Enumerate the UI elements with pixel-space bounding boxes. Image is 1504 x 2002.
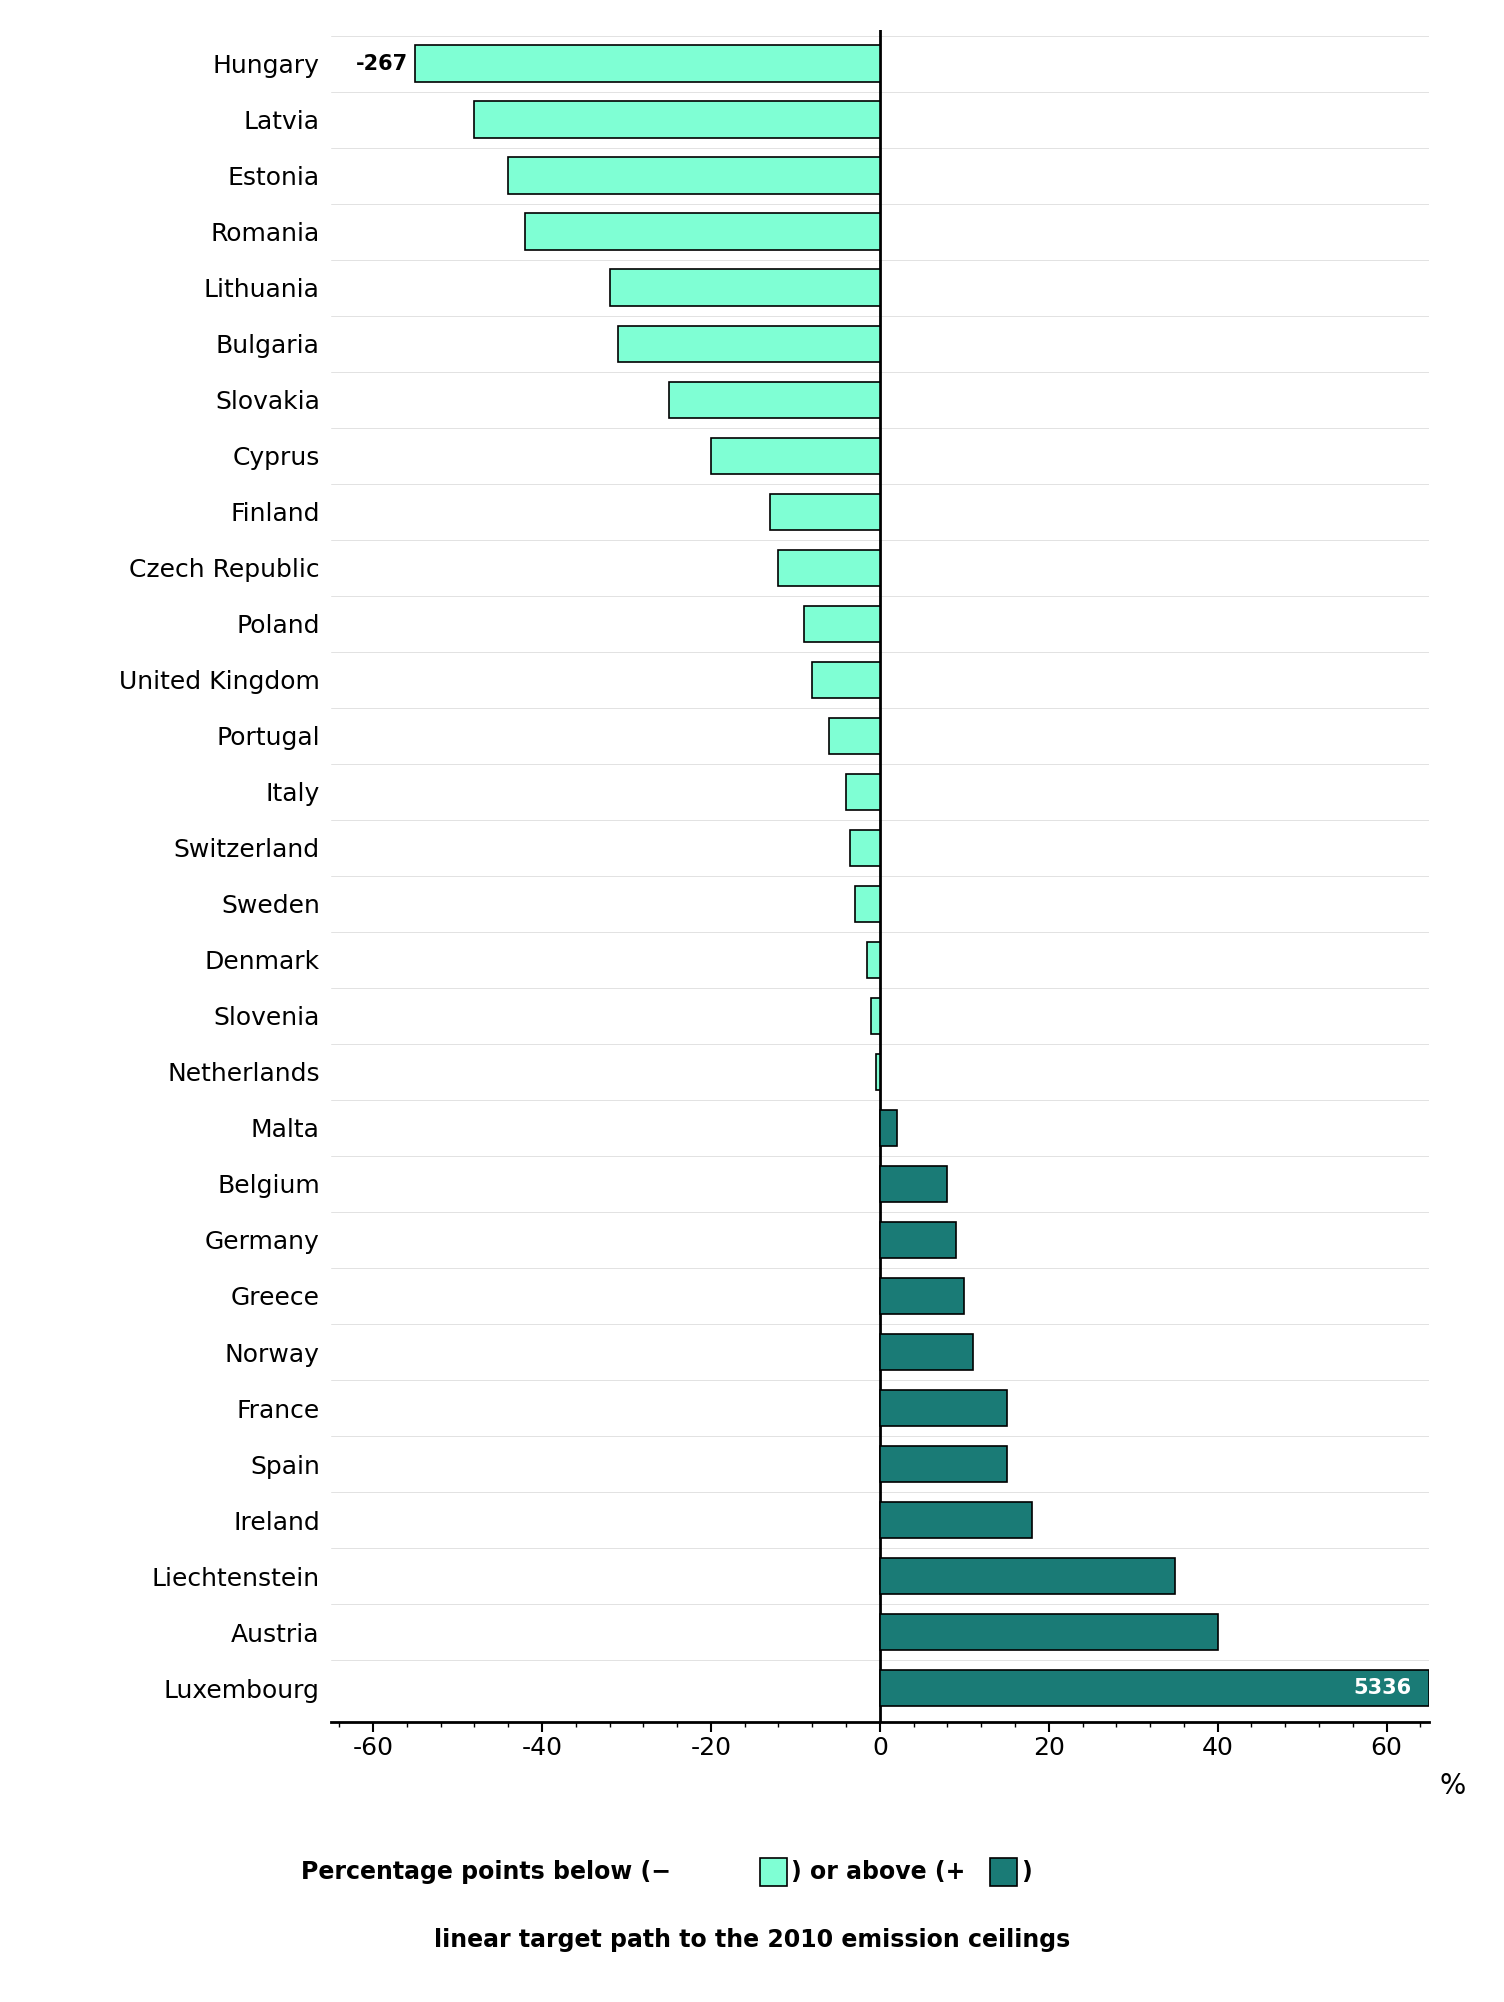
Bar [880, 1558, 1176, 1594]
Bar [875, 1053, 880, 1091]
Bar [880, 1445, 1006, 1481]
Bar [880, 1614, 1218, 1650]
Text: ) or above (+: ) or above (+ [791, 1860, 966, 1884]
Bar [415, 46, 880, 82]
Bar [711, 438, 880, 474]
Text: 5336: 5336 [1354, 1678, 1412, 1698]
Bar [829, 717, 880, 755]
Bar [803, 605, 880, 643]
Text: linear target path to the 2010 emission ceilings: linear target path to the 2010 emission … [433, 1928, 1071, 1952]
Bar [770, 494, 880, 531]
Bar [474, 102, 880, 138]
Text: Percentage points below (−: Percentage points below (− [301, 1860, 671, 1884]
Bar [880, 1502, 1032, 1538]
Bar [669, 382, 880, 418]
Bar [609, 270, 880, 306]
Bar [812, 661, 880, 699]
Text: -267: -267 [356, 54, 409, 74]
Bar [880, 1277, 964, 1313]
Bar [880, 1221, 957, 1257]
Text: %: % [1439, 1772, 1466, 1800]
Bar [847, 773, 880, 811]
Text: ): ) [1021, 1860, 1032, 1884]
Bar [880, 1333, 973, 1369]
Bar [880, 1109, 896, 1147]
Bar [525, 214, 880, 250]
Bar [618, 326, 880, 362]
Bar [868, 941, 880, 979]
Bar [779, 551, 880, 587]
Bar [880, 1389, 1006, 1425]
Bar [871, 997, 880, 1035]
Bar [508, 158, 880, 194]
Bar [854, 885, 880, 923]
Bar [880, 1670, 1429, 1706]
Bar [880, 1165, 948, 1201]
Bar [850, 829, 880, 867]
